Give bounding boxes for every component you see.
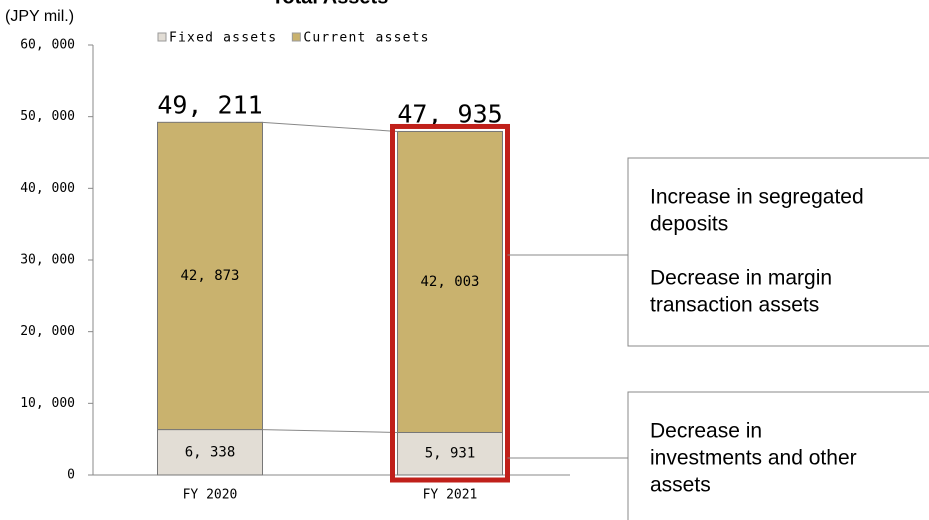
bar-segment	[397, 130, 503, 433]
value-label: 5, 931	[425, 446, 476, 462]
y-tick-label: 60, 000	[20, 38, 75, 53]
total-label: 49, 211	[157, 90, 262, 119]
bar-segment	[157, 121, 263, 431]
value-label: 42, 003	[420, 274, 479, 290]
annotation-text: deposits	[650, 213, 728, 236]
y-tick-label: 30, 000	[20, 253, 75, 268]
annotation-text: Decrease in	[650, 420, 762, 443]
connector	[262, 121, 398, 132]
annotation-text: assets	[650, 474, 711, 497]
highlight-frame	[390, 123, 510, 483]
annotation-text: Increase in segregated	[650, 186, 864, 209]
chart-title: Total Assets	[272, 0, 389, 8]
legend-label: Current assets	[303, 31, 429, 46]
y-tick-label: 50, 000	[20, 109, 75, 124]
annotation-box	[627, 391, 929, 520]
y-tick-label: 0	[67, 468, 75, 483]
y-tick-label: 10, 000	[20, 396, 75, 411]
x-tick-label: FY 2020	[183, 488, 238, 503]
legend-label: Fixed assets	[169, 31, 277, 46]
bar-segment	[157, 429, 263, 476]
value-label: 42, 873	[180, 268, 239, 284]
annotation-text: investments and other	[650, 447, 857, 470]
annotation-box	[627, 157, 929, 347]
annotation-text: Decrease in margin	[650, 267, 832, 290]
x-tick-label: FY 2021	[423, 488, 478, 503]
total-label: 47, 935	[397, 99, 502, 128]
connector	[262, 429, 398, 433]
value-label: 6, 338	[185, 444, 236, 460]
legend-swatch	[291, 32, 301, 42]
y-tick-label: 40, 000	[20, 181, 75, 196]
y-tick-label: 20, 000	[20, 324, 75, 339]
y-axis-label: (JPY mil.)	[5, 8, 74, 25]
annotation-text: transaction assets	[650, 294, 819, 317]
legend-swatch	[157, 32, 167, 42]
